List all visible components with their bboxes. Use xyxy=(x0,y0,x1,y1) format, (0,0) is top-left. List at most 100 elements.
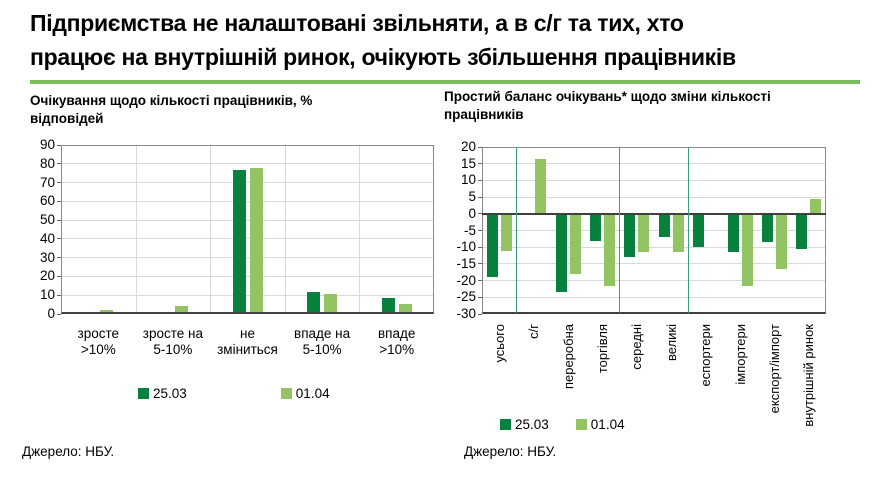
y-tick-label: 10 xyxy=(39,287,55,303)
bar-25.03-усього xyxy=(486,213,498,278)
v-gridline xyxy=(284,146,286,313)
y-tick-label: 90 xyxy=(39,137,55,152)
legend-label-2503: 25.03 xyxy=(153,386,187,401)
y-tick-label: -5 xyxy=(463,222,476,238)
legend-label-0104: 01.04 xyxy=(590,417,625,432)
page-title-line1: Підприємства не налаштовані звільняти, а… xyxy=(30,10,684,36)
y-tick-label: -15 xyxy=(456,255,476,271)
legend-item-0104: 01.04 xyxy=(280,386,330,401)
bar-01.04-імпортери xyxy=(741,213,753,286)
category-label: імпортери xyxy=(732,324,748,385)
category-label: торгівля xyxy=(594,324,610,374)
y-tick xyxy=(478,230,482,231)
h-gridline xyxy=(62,294,433,296)
h-gridline xyxy=(62,238,433,240)
y-tick-label: 0 xyxy=(47,306,55,321)
bar-25.03-внутрішній-ринок xyxy=(796,213,808,249)
category-label: експорт/імпорт xyxy=(766,324,782,414)
y-tick xyxy=(478,280,482,282)
bar-25.03-експорт/імпорт xyxy=(761,213,773,243)
y-tick-label: 15 xyxy=(460,155,476,171)
h-gridline xyxy=(483,296,825,298)
plot-border xyxy=(61,145,434,314)
bar-25.03-великі xyxy=(658,213,670,238)
group-separator-line xyxy=(515,148,518,313)
bar-01.04-с/г xyxy=(535,158,547,214)
y-tick xyxy=(478,296,482,298)
bar-25.03-торгівля xyxy=(589,213,601,241)
bar-01.04-внутрішній-ринок xyxy=(810,198,822,214)
left-chart-title: Очікування щодо кількості працівників, %… xyxy=(30,93,313,126)
y-tick xyxy=(57,219,61,221)
h-gridline xyxy=(483,230,825,231)
h-gridline xyxy=(483,280,825,282)
category-label: усього xyxy=(491,324,507,363)
category-label: впаде >10% xyxy=(377,326,416,357)
y-tick-label: 10 xyxy=(460,172,476,188)
bar-01.04-усього xyxy=(500,213,512,251)
h-gridline xyxy=(483,263,825,265)
bar-25.03-впаде->10% xyxy=(381,298,395,314)
legend-item-0104: 01.04 xyxy=(575,417,625,432)
y-tick-label: 70 xyxy=(39,174,55,190)
y-tick xyxy=(478,213,482,215)
group-separator-line xyxy=(687,148,690,313)
bar-25.03-еспортери xyxy=(693,213,705,248)
y-tick-label: 50 xyxy=(39,212,55,228)
category-label: не зміниться xyxy=(217,326,278,357)
y-tick xyxy=(57,182,61,184)
zero-axis-line xyxy=(482,212,826,215)
page-title: Підприємства не налаштовані звільняти, а… xyxy=(30,6,736,74)
h-gridline xyxy=(483,163,825,165)
v-gridline xyxy=(135,146,137,313)
y-tick-label: 80 xyxy=(39,155,55,171)
bar-01.04-зросте-на-5-10% xyxy=(174,306,188,314)
v-gridline xyxy=(210,146,212,313)
bar-01.04-середні xyxy=(638,213,650,253)
category-label: переробна xyxy=(560,324,576,390)
bar-01.04-торгівля xyxy=(603,213,615,286)
bar-25.03-середні xyxy=(624,213,636,258)
bar-01.04-великі xyxy=(672,213,684,253)
y-tick-label: 40 xyxy=(39,230,55,246)
h-gridline xyxy=(62,219,433,221)
v-gridline xyxy=(359,146,361,313)
y-tick xyxy=(57,275,61,277)
y-tick-label: -20 xyxy=(456,272,476,288)
h-gridline xyxy=(62,163,433,165)
legend-item-2503: 25.03 xyxy=(138,386,187,401)
h-gridline xyxy=(62,257,433,259)
right-chart-title: Простий баланс очікувань* щодо зміни кіл… xyxy=(444,89,771,122)
right-chart-legend: 25.03 01.04 xyxy=(500,417,625,432)
bar-25.03-імпортери xyxy=(727,213,739,253)
y-tick xyxy=(57,294,61,296)
category-label: впаде на 5-10% xyxy=(294,326,351,357)
bar-01.04-впаде-на-5-10% xyxy=(324,294,338,314)
h-gridline xyxy=(483,196,825,198)
category-label: зросте >10% xyxy=(77,326,120,357)
legend-item-2503: 25.03 xyxy=(500,417,549,432)
legend-swatch-2503 xyxy=(500,419,511,430)
y-tick xyxy=(57,238,61,240)
h-gridline xyxy=(483,246,825,248)
y-tick xyxy=(57,313,61,315)
title-underline-accent xyxy=(30,80,860,84)
group-separator-line xyxy=(618,148,621,313)
category-label: зросте на 5-10% xyxy=(142,326,203,357)
h-gridline xyxy=(62,200,433,202)
y-tick xyxy=(57,200,61,202)
bar-01.04-експорт/імпорт xyxy=(775,213,787,269)
y-tick xyxy=(57,163,61,165)
y-tick xyxy=(57,144,61,146)
legend-swatch-0104 xyxy=(280,388,292,399)
y-tick-label: 60 xyxy=(39,193,55,209)
category-label: середні xyxy=(629,324,645,370)
y-tick-label: 5 xyxy=(468,189,476,205)
category-label: с/г xyxy=(526,324,542,339)
y-tick xyxy=(478,146,482,148)
legend-label-2503: 25.03 xyxy=(515,417,549,432)
legend-swatch-0104 xyxy=(575,419,587,430)
bar-01.04-переробна xyxy=(569,213,581,274)
left-chart-legend: 25.03 01.04 xyxy=(138,386,330,401)
h-gridline xyxy=(62,275,433,277)
